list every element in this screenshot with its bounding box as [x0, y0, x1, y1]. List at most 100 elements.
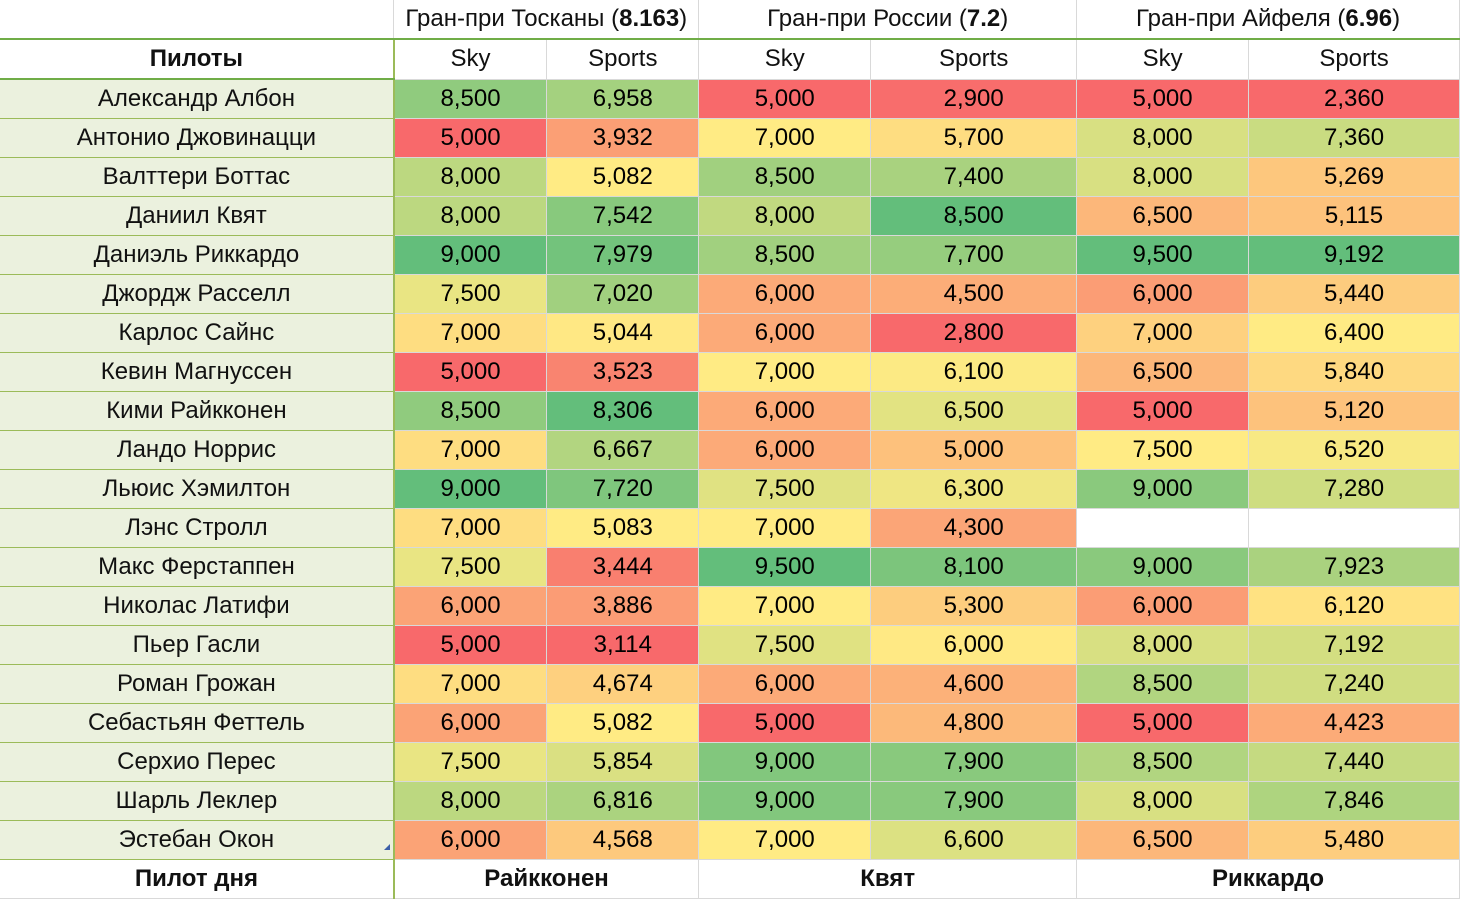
rating-cell[interactable]: 5,000 — [1076, 79, 1250, 119]
rating-cell[interactable]: 6,000 — [393, 703, 548, 743]
rating-cell[interactable]: 6,500 — [1076, 820, 1250, 860]
rating-cell[interactable]: 5,044 — [546, 313, 700, 353]
rating-cell[interactable]: 8,500 — [698, 235, 872, 275]
rating-cell[interactable]: 7,000 — [393, 664, 548, 704]
rating-cell[interactable]: 4,674 — [546, 664, 700, 704]
rating-cell[interactable]: 9,000 — [1076, 547, 1250, 587]
pilot-name-cell[interactable]: Валттери Боттас — [0, 157, 395, 197]
pilot-name-cell[interactable]: Льюис Хэмилтон — [0, 469, 395, 509]
rating-cell[interactable]: 6,000 — [1076, 274, 1250, 314]
rating-cell[interactable]: 5,000 — [698, 703, 872, 743]
rating-cell[interactable]: 9,000 — [698, 742, 872, 782]
rating-cell[interactable]: 5,480 — [1248, 820, 1460, 860]
pilot-name-cell[interactable]: Кевин Магнуссен — [0, 352, 395, 392]
rating-cell[interactable]: 5,000 — [393, 118, 548, 158]
rating-cell[interactable]: 4,423 — [1248, 703, 1460, 743]
rating-cell[interactable]: 7,000 — [698, 352, 872, 392]
rating-cell[interactable]: 2,360 — [1248, 79, 1460, 119]
pilot-name-cell[interactable]: Шарль Леклер — [0, 781, 395, 821]
rating-cell[interactable]: 7,000 — [393, 313, 548, 353]
rating-cell[interactable]: 3,523 — [546, 352, 700, 392]
pilot-name-cell[interactable]: Александр Албон — [0, 79, 395, 119]
rating-cell[interactable]: 3,932 — [546, 118, 700, 158]
rating-cell[interactable]: 5,000 — [393, 352, 548, 392]
rating-cell[interactable]: 6,816 — [546, 781, 700, 821]
rating-cell[interactable]: 5,700 — [870, 118, 1078, 158]
rating-cell[interactable]: 6,000 — [393, 586, 548, 626]
rating-cell[interactable]: 8,500 — [393, 79, 548, 119]
rating-cell[interactable]: 8,000 — [393, 157, 548, 197]
rating-cell[interactable]: 8,000 — [393, 781, 548, 821]
rating-cell[interactable]: 2,900 — [870, 79, 1078, 119]
rating-cell[interactable]: 7,280 — [1248, 469, 1460, 509]
pilot-name-cell[interactable]: Роман Грожан — [0, 664, 395, 704]
rating-cell[interactable]: 8,000 — [1076, 118, 1250, 158]
fill-handle-marker[interactable] — [384, 844, 390, 850]
pilot-name-cell[interactable]: Николас Латифи — [0, 586, 395, 626]
rating-cell[interactable]: 8,500 — [870, 196, 1078, 236]
pilot-name-cell[interactable]: Пьер Гасли — [0, 625, 395, 665]
rating-cell[interactable]: 7,192 — [1248, 625, 1460, 665]
rating-cell[interactable]: 8,500 — [698, 157, 872, 197]
rating-cell[interactable]: 8,000 — [1076, 781, 1250, 821]
gp-header-russia[interactable]: Гран-при России (7.2) — [698, 0, 1078, 40]
rating-cell[interactable]: 6,000 — [870, 625, 1078, 665]
rating-cell[interactable]: 9,500 — [1076, 235, 1250, 275]
rating-cell[interactable]: 7,000 — [698, 508, 872, 548]
rating-cell[interactable]: 6,000 — [1076, 586, 1250, 626]
rating-cell[interactable]: 4,300 — [870, 508, 1078, 548]
pilot-name-cell[interactable]: Лэнс Стролл — [0, 508, 395, 548]
rating-cell[interactable]: 8,100 — [870, 547, 1078, 587]
rating-cell[interactable]: 7,846 — [1248, 781, 1460, 821]
pilot-name-cell[interactable]: Даниэль Риккардо — [0, 235, 395, 275]
rating-cell[interactable]: 7,440 — [1248, 742, 1460, 782]
rating-cell[interactable]: 4,600 — [870, 664, 1078, 704]
rating-cell[interactable]: 7,542 — [546, 196, 700, 236]
rating-cell[interactable]: 7,000 — [393, 430, 548, 470]
rating-cell[interactable]: 6,500 — [1076, 352, 1250, 392]
rating-cell[interactable]: 6,667 — [546, 430, 700, 470]
pilot-name-cell[interactable]: Даниил Квят — [0, 196, 395, 236]
source-header-sky[interactable]: Sky — [393, 39, 548, 80]
rating-cell[interactable]: 7,500 — [393, 547, 548, 587]
rating-cell[interactable]: 6,000 — [698, 313, 872, 353]
rating-cell[interactable]: 5,000 — [698, 79, 872, 119]
rating-cell[interactable]: 7,979 — [546, 235, 700, 275]
rating-cell[interactable]: 8,500 — [1076, 742, 1250, 782]
rating-cell[interactable]: 5,000 — [393, 625, 548, 665]
rating-cell[interactable]: 8,000 — [698, 196, 872, 236]
rating-cell[interactable]: 8,306 — [546, 391, 700, 431]
rating-cell[interactable]: 6,000 — [698, 274, 872, 314]
rating-cell[interactable]: 8,000 — [1076, 625, 1250, 665]
rating-cell[interactable]: 8,000 — [393, 196, 548, 236]
rating-cell[interactable]: 7,900 — [870, 781, 1078, 821]
driver-of-the-day-label[interactable]: Пилот дня — [0, 859, 395, 899]
rating-cell[interactable]: 7,000 — [698, 820, 872, 860]
rating-cell[interactable]: 7,720 — [546, 469, 700, 509]
empty-corner-cell[interactable] — [0, 0, 395, 40]
rating-cell[interactable]: 6,120 — [1248, 586, 1460, 626]
driver-of-the-day-cell[interactable]: Риккардо — [1076, 859, 1460, 899]
pilot-name-cell[interactable]: Макс Ферстаппен — [0, 547, 395, 587]
gp-header-tuscany[interactable]: Гран-при Тосканы (8.163) — [393, 0, 700, 40]
rating-cell[interactable]: 3,886 — [546, 586, 700, 626]
rating-cell[interactable]: 4,568 — [546, 820, 700, 860]
rating-cell[interactable]: 5,120 — [1248, 391, 1460, 431]
driver-of-the-day-cell[interactable]: Квят — [698, 859, 1078, 899]
pilot-name-cell[interactable]: Серхио Перес — [0, 742, 395, 782]
rating-cell[interactable]: 2,800 — [870, 313, 1078, 353]
rating-cell[interactable]: 5,854 — [546, 742, 700, 782]
rating-cell[interactable]: 7,360 — [1248, 118, 1460, 158]
rating-cell[interactable]: 8,500 — [393, 391, 548, 431]
pilots-column-header[interactable]: Пилоты — [0, 39, 395, 80]
pilot-name-cell[interactable]: Себастьян Феттель — [0, 703, 395, 743]
gp-header-eifel[interactable]: Гран-при Айфеля (6.96) — [1076, 0, 1460, 40]
rating-cell[interactable]: 6,520 — [1248, 430, 1460, 470]
rating-cell[interactable]: 6,000 — [698, 391, 872, 431]
rating-cell[interactable]: 9,000 — [698, 781, 872, 821]
rating-cell[interactable]: 6,600 — [870, 820, 1078, 860]
rating-cell[interactable]: 5,082 — [546, 157, 700, 197]
rating-cell[interactable]: 5,440 — [1248, 274, 1460, 314]
rating-cell[interactable] — [1076, 508, 1250, 548]
rating-cell[interactable]: 9,000 — [393, 469, 548, 509]
